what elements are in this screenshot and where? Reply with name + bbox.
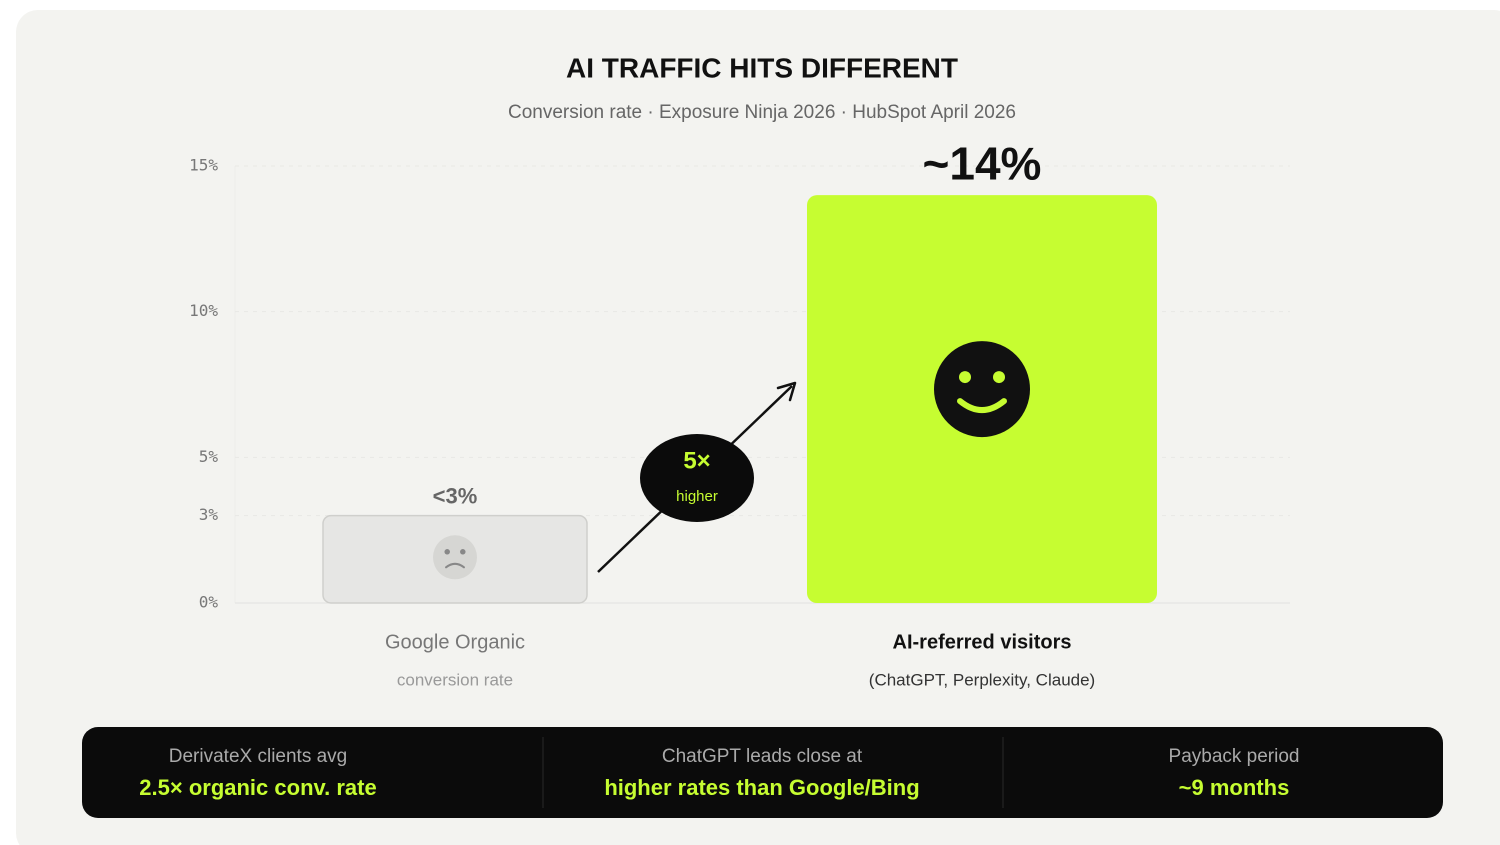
y-tick-label: 10% [189, 301, 218, 320]
eye [460, 549, 466, 555]
x-tick-sublabel: conversion rate [397, 670, 513, 689]
arrow-head [776, 381, 797, 402]
value-label: ~14% [923, 137, 1042, 189]
mouth [445, 562, 465, 569]
chart-subtitle: Conversion rate · Exposure Ninja 2026 · … [508, 102, 1016, 123]
chart-title: AI TRAFFIC HITS DIFFERENT [566, 52, 958, 83]
face [934, 341, 1030, 438]
x-tick-sublabel: (ChatGPT, Perplexity, Claude) [869, 670, 1095, 689]
eye [959, 371, 971, 384]
mouth [957, 398, 1007, 414]
badge-text: higher [676, 488, 718, 505]
x-tick-label: AI-referred visitors [893, 631, 1072, 653]
y-tick-label: 5% [199, 447, 219, 466]
stat-value: ~9 months [1179, 775, 1290, 800]
stat-label: ChatGPT leads close at [662, 746, 863, 767]
stat-value: 2.5× organic conv. rate [139, 775, 376, 800]
stats-bar [82, 727, 1443, 818]
eye [993, 371, 1005, 384]
stats: DerivateX clients avg 2.5× organic conv. … [139, 746, 1299, 800]
badge-value: 5× [683, 447, 710, 474]
y-tick-label: 3% [199, 505, 219, 524]
eye [444, 549, 450, 555]
stat-value: higher rates than Google/Bing [604, 775, 919, 800]
plot: 0% 3% 5% 10% 15% <3% Google Organic conversion … [189, 137, 1290, 689]
y-tick-label: 0% [199, 593, 219, 612]
badge [640, 434, 754, 522]
y-tick-label: 15% [189, 156, 218, 175]
value-label: <3% [433, 483, 478, 508]
stat-label: DerivateX clients avg [169, 746, 347, 767]
stat-label: Payback period [1169, 746, 1300, 767]
face [433, 535, 477, 580]
card [16, 10, 1500, 845]
x-tick-label: Google Organic [385, 631, 525, 653]
